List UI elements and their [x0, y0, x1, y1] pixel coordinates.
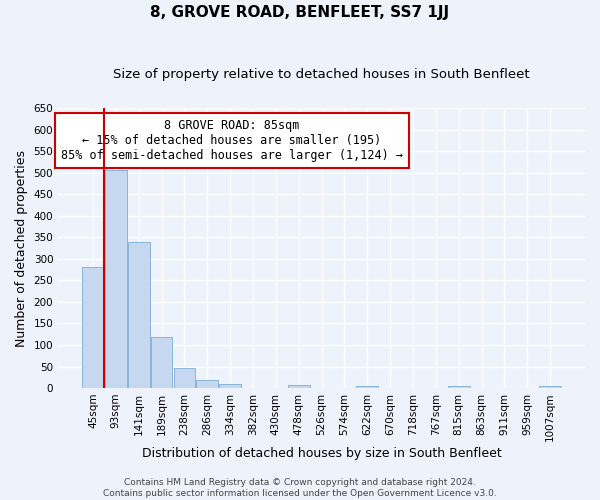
Y-axis label: Number of detached properties: Number of detached properties [15, 150, 28, 346]
Bar [219, 384, 241, 388]
Text: 8, GROVE ROAD, BENFLEET, SS7 1JJ: 8, GROVE ROAD, BENFLEET, SS7 1JJ [151, 5, 449, 20]
X-axis label: Distribution of detached houses by size in South Benfleet: Distribution of detached houses by size … [142, 447, 502, 460]
Bar [448, 386, 470, 388]
Bar [128, 242, 149, 388]
Text: Contains HM Land Registry data © Crown copyright and database right 2024.
Contai: Contains HM Land Registry data © Crown c… [103, 478, 497, 498]
Text: 8 GROVE ROAD: 85sqm
← 15% of detached houses are smaller (195)
85% of semi-detac: 8 GROVE ROAD: 85sqm ← 15% of detached ho… [61, 120, 403, 162]
Bar [82, 268, 104, 388]
Title: Size of property relative to detached houses in South Benfleet: Size of property relative to detached ho… [113, 68, 530, 80]
Bar [196, 380, 218, 388]
Bar [151, 337, 172, 388]
Bar [539, 386, 561, 388]
Bar [288, 384, 310, 388]
Bar [173, 368, 195, 388]
Bar [105, 170, 127, 388]
Bar [356, 386, 378, 388]
